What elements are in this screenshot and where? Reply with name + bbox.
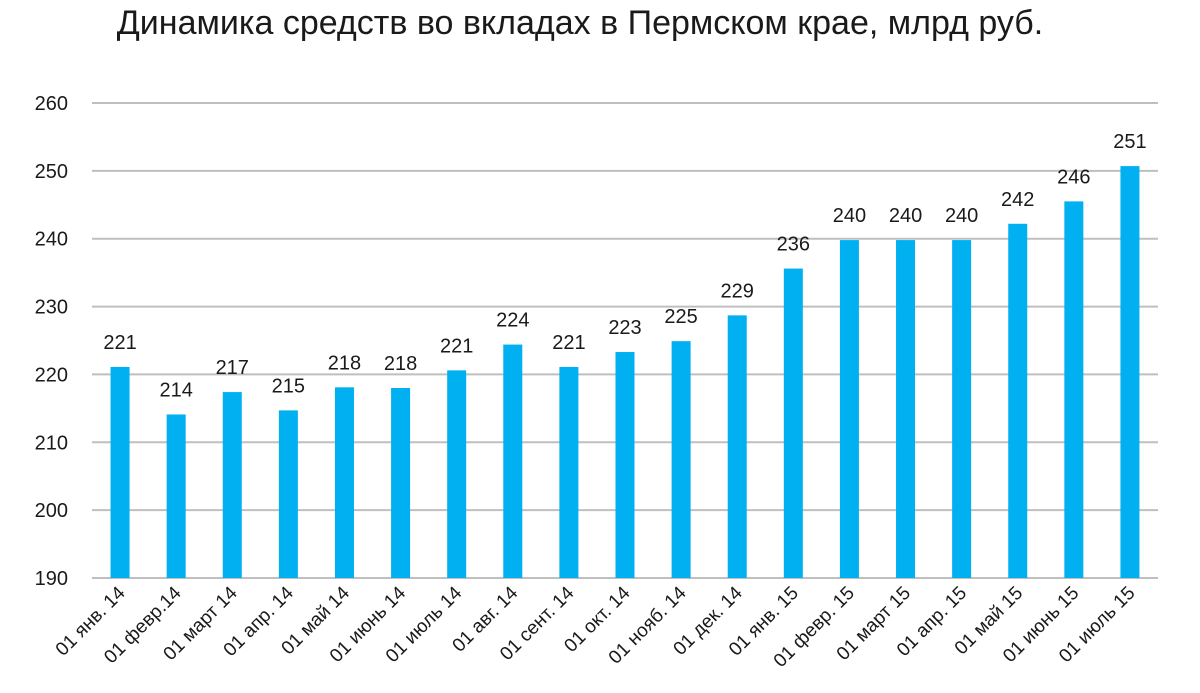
data-label: 214	[159, 379, 192, 401]
bar	[783, 268, 803, 578]
y-tick-label: 220	[35, 364, 68, 386]
bars	[110, 166, 1140, 579]
data-label: 224	[496, 310, 529, 332]
data-label: 221	[440, 335, 473, 357]
data-label: 215	[272, 375, 305, 397]
data-label: 221	[552, 332, 585, 354]
y-axis-ticks: 190 200 210 220 230 240 250 260	[35, 93, 68, 590]
data-label: 240	[889, 205, 922, 227]
bar	[110, 366, 130, 578]
bar	[503, 344, 523, 578]
data-label: 251	[1113, 131, 1146, 153]
data-label: 221	[103, 332, 136, 354]
y-tick-label: 260	[35, 93, 68, 115]
y-tick-label: 230	[35, 297, 68, 319]
bar	[1064, 201, 1084, 578]
chart-title: Динамика средств во вкладах в Пермском к…	[116, 4, 1044, 42]
bar	[222, 392, 242, 578]
bar	[391, 388, 411, 578]
y-tick-label: 240	[35, 229, 68, 251]
data-label: 223	[608, 317, 641, 339]
bar	[839, 240, 859, 579]
bar	[278, 410, 298, 578]
y-tick-label: 210	[35, 432, 68, 454]
y-tick-label: 250	[35, 161, 68, 183]
bar	[671, 341, 691, 578]
data-label: 218	[328, 352, 361, 374]
bar	[559, 366, 579, 578]
bar	[1008, 223, 1028, 579]
bar	[615, 352, 635, 578]
bar	[896, 240, 916, 579]
data-label: 218	[384, 353, 417, 375]
bar	[727, 315, 747, 578]
bar	[447, 370, 467, 578]
data-labels: 221 214 217 215 218 218 221 224 221 223 225 229 236 2…	[103, 131, 1146, 401]
bar	[166, 414, 186, 578]
bar	[952, 240, 972, 579]
y-tick-label: 200	[35, 500, 68, 522]
data-label: 240	[833, 205, 866, 227]
bar	[334, 387, 354, 578]
data-label: 225	[664, 306, 697, 328]
data-label: 242	[1001, 189, 1034, 211]
data-label: 240	[945, 205, 978, 227]
data-label: 236	[777, 234, 810, 256]
y-tick-label: 190	[35, 568, 68, 590]
bar	[1120, 166, 1140, 578]
data-label: 229	[721, 280, 754, 302]
data-label: 217	[216, 357, 249, 379]
data-label: 246	[1057, 166, 1090, 188]
